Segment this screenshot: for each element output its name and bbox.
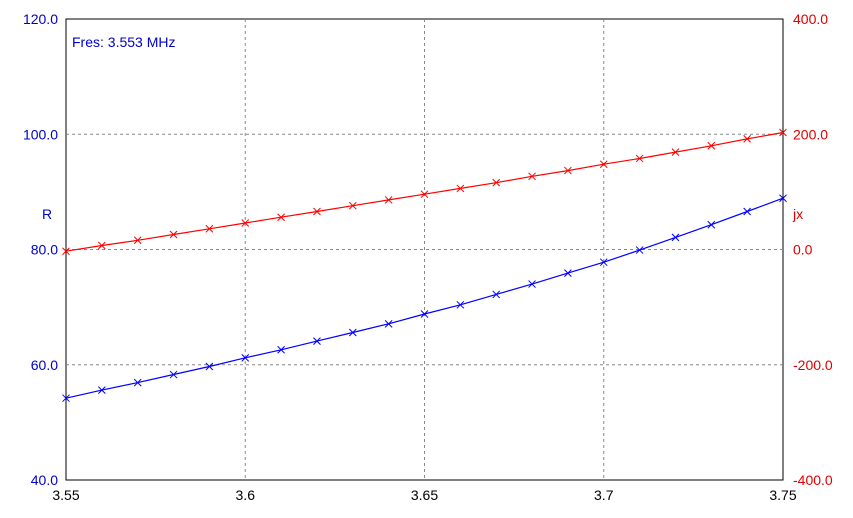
r-data-point xyxy=(62,394,70,403)
r-data-point xyxy=(707,220,716,229)
y-right-tick-label: 0.0 xyxy=(793,242,813,258)
jx-data-point xyxy=(492,178,501,187)
fres-annotation: Fres: 3.553 MHz xyxy=(72,34,175,50)
x-tick-label: 3.7 xyxy=(594,487,614,503)
r-data-point xyxy=(743,207,752,216)
r-data-point xyxy=(599,258,608,267)
jx-data-point xyxy=(599,160,608,169)
r-data-point xyxy=(133,378,142,387)
jx-data-point xyxy=(564,166,572,175)
r-data-point xyxy=(313,337,321,345)
y-right-axis-label: jx xyxy=(792,206,803,222)
r-data-point xyxy=(420,310,429,318)
y-left-axis-label: R xyxy=(42,206,52,222)
jx-data-point xyxy=(277,213,285,222)
r-data-point xyxy=(277,345,285,354)
x-tick-label: 3.65 xyxy=(411,487,438,503)
y-right-tick-label: -200.0 xyxy=(793,357,833,373)
r-data-point xyxy=(456,300,465,309)
r-data-point xyxy=(564,269,572,277)
r-data-point xyxy=(671,233,680,242)
jx-data-point xyxy=(133,236,142,245)
r-data-point xyxy=(779,194,787,203)
jx-data-point xyxy=(528,172,536,181)
r-data-point xyxy=(384,319,393,328)
x-tick-label: 3.55 xyxy=(52,487,79,503)
y-left-tick-label: 60.0 xyxy=(31,357,58,373)
jx-data-point xyxy=(635,154,644,163)
jx-data-point xyxy=(779,128,787,137)
r-data-point xyxy=(348,328,357,337)
jx-data-point xyxy=(384,196,393,204)
x-tick-label: 3.6 xyxy=(236,487,256,503)
jx-data-point xyxy=(456,184,465,193)
jx-data-point xyxy=(97,241,106,250)
grid xyxy=(66,19,783,480)
r-data-point xyxy=(635,246,644,254)
jx-data-point xyxy=(169,230,178,239)
jx-data-point xyxy=(348,201,357,210)
r-data-point xyxy=(97,386,106,394)
y-left-tick-label: 80.0 xyxy=(31,242,58,258)
r-data-point xyxy=(205,362,214,371)
y-right-tick-label: 400.0 xyxy=(793,11,828,27)
y-left-tick-label: 120.0 xyxy=(23,11,58,27)
y-left-tick-label: 40.0 xyxy=(31,472,58,488)
jx-data-point xyxy=(241,219,250,227)
series-layer xyxy=(62,128,787,403)
r-data-point xyxy=(492,290,501,299)
y-left-tick-label: 100.0 xyxy=(23,126,58,142)
y-right-tick-label: 200.0 xyxy=(793,126,828,142)
jx-data-point xyxy=(313,207,321,216)
r-data-point xyxy=(528,280,536,288)
ticks-layer: 3.55 3.6 3.65 3.7 3.75 40.0 60.0 80.0 100.0 120.0… xyxy=(23,11,833,503)
r-data-point xyxy=(241,353,250,362)
jx-data-point xyxy=(707,141,716,150)
jx-data-point xyxy=(62,247,70,256)
jx-data-point xyxy=(420,190,429,199)
r-data-point xyxy=(169,370,178,379)
jx-data-point xyxy=(671,148,680,156)
x-tick-label: 3.75 xyxy=(769,487,796,503)
y-right-tick-label: -400.0 xyxy=(793,472,833,488)
jx-data-point xyxy=(205,224,214,233)
jx-data-point xyxy=(743,135,752,143)
